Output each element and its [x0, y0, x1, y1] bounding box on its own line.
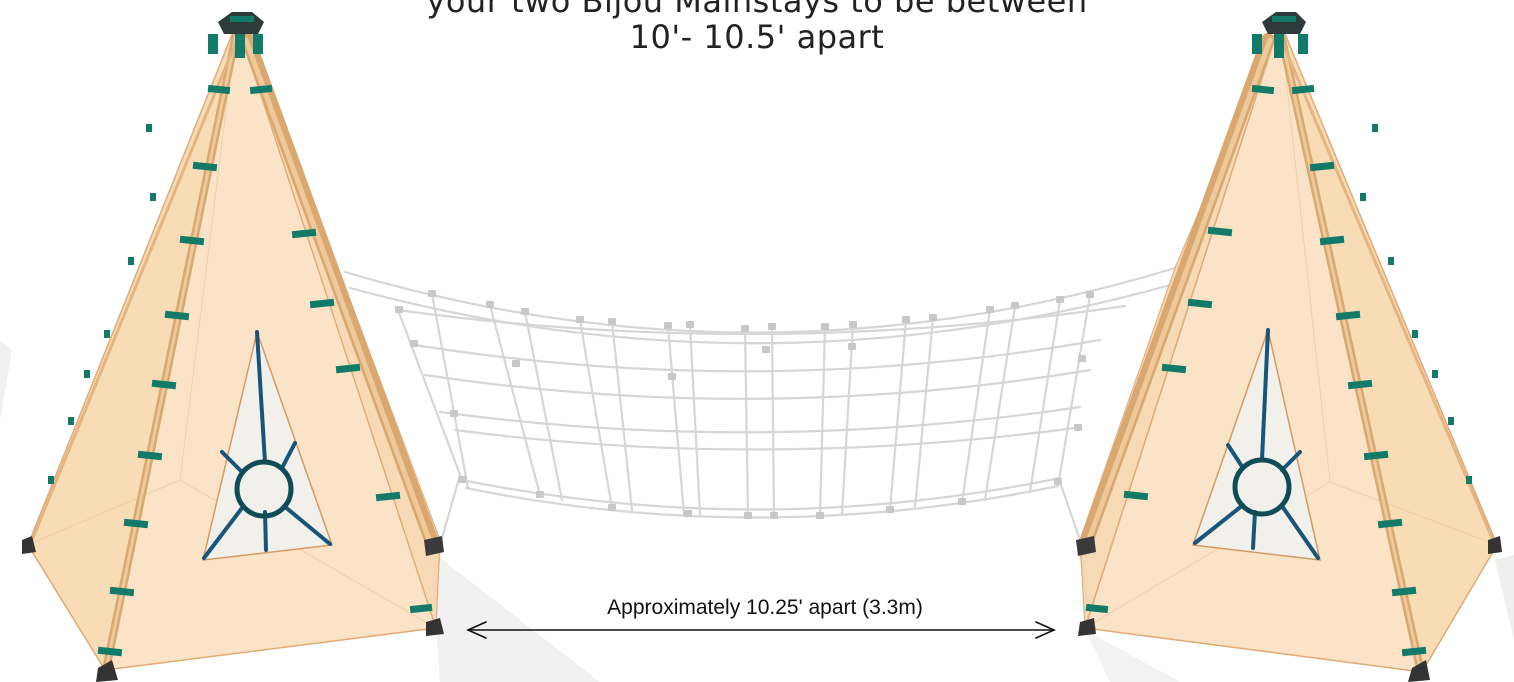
mainstay-left-frame-window [202, 329, 334, 561]
arrowhead-right-icon [1035, 621, 1056, 639]
mainstay-left-straps [48, 30, 433, 657]
ground-shadow-right [1085, 630, 1180, 682]
measurement-label: Approximately 10.25' apart (3.3m) [607, 596, 923, 619]
rope-bridge-knots [395, 290, 1094, 519]
mainstay-left-foot-back [424, 536, 444, 556]
heading-line-2: 10'- 10.5' apart [629, 18, 885, 56]
ground-shadow-left-edge [0, 340, 12, 420]
mainstay-right-foot-right [1488, 536, 1502, 554]
mainstay-left-foot-front [96, 660, 118, 682]
mainstay-left-foot-right [426, 618, 444, 636]
ground-shadow-right-edge [1495, 555, 1514, 640]
mainstay-right-straps [1085, 30, 1472, 657]
heading-line-1: your two Bijou Mainstays to be between [426, 0, 1088, 20]
mainstay-right [1076, 12, 1502, 682]
mainstay-right-foot-back [1076, 536, 1096, 556]
ground-shadow-left [430, 550, 600, 682]
measurement-arrow [466, 621, 1056, 639]
rope-bridge-net [343, 266, 1177, 602]
mainstay-left-foot-left [22, 536, 36, 554]
mainstay-right-foot-left [1078, 618, 1096, 636]
mainstay-right-foot-front [1408, 660, 1430, 682]
arrowhead-left-icon [466, 621, 487, 639]
mainstay-left [22, 12, 444, 682]
mainstay-right-frame-window [1191, 327, 1321, 561]
mainstay-left-steering-frame [202, 330, 332, 560]
mainstay-right-steering-frame [1193, 328, 1320, 560]
